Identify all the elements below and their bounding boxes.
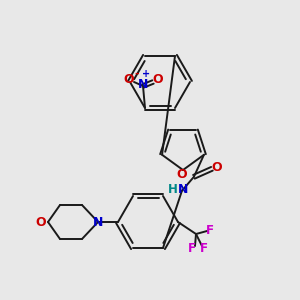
Text: +: +: [142, 69, 150, 79]
Text: O: O: [212, 161, 222, 174]
Text: -: -: [135, 69, 139, 79]
Text: O: O: [36, 215, 46, 229]
Text: O: O: [124, 74, 134, 86]
Text: O: O: [153, 74, 163, 86]
Text: O: O: [177, 167, 187, 181]
Text: H: H: [168, 183, 178, 196]
Text: N: N: [138, 79, 148, 92]
Text: N: N: [178, 183, 188, 196]
Text: F: F: [200, 242, 208, 254]
Text: F: F: [206, 224, 214, 236]
Text: N: N: [93, 215, 103, 229]
Text: F: F: [188, 242, 196, 254]
